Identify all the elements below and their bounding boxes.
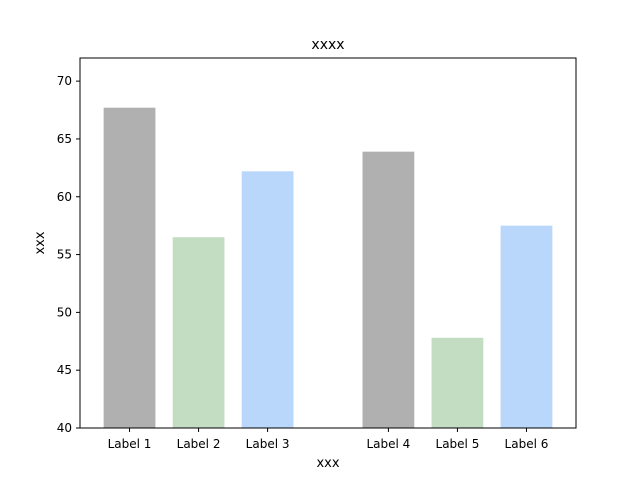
y-tick-label: 70 (57, 74, 72, 88)
y-axis: 40 45 50 55 60 65 70 (57, 74, 80, 435)
x-tick-label: Label 3 (246, 437, 290, 451)
y-tick-label: 65 (57, 132, 72, 146)
bar-3 (241, 171, 294, 428)
plot-frame (79, 57, 577, 429)
x-tick-label: Label 4 (366, 437, 410, 451)
y-tick-label: 40 (57, 421, 72, 435)
x-axis-label: xxx (316, 456, 339, 471)
x-tick-label: Label 2 (177, 437, 221, 451)
bar-4 (362, 151, 415, 428)
y-tick-label: 45 (57, 363, 72, 377)
y-tick-label: 50 (57, 305, 72, 319)
x-tick-label: Label 5 (436, 437, 480, 451)
bar-5 (431, 337, 484, 428)
y-axis-label: xxx (33, 231, 48, 254)
x-tick-label: Label 1 (108, 437, 152, 451)
chart-title: xxxx (311, 37, 344, 53)
bar-1 (103, 107, 156, 428)
y-tick-label: 60 (57, 190, 72, 204)
bars-group (103, 107, 553, 428)
x-tick-label: Label 6 (505, 437, 549, 451)
bar-2 (172, 237, 225, 428)
bar-6 (500, 225, 553, 428)
x-axis: Label 1 Label 2 Label 3 Label 4 Label 5 Label… (108, 428, 549, 451)
y-tick-label: 55 (57, 248, 72, 262)
